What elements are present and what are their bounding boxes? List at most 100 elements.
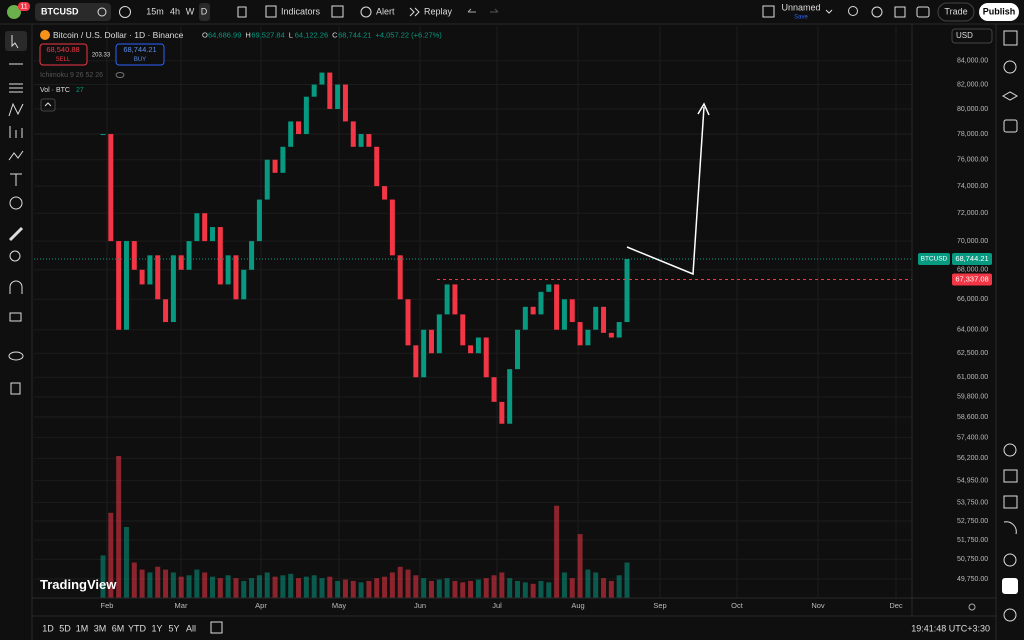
- layout-name[interactable]: Unnamed: [781, 2, 820, 12]
- cursor-tool[interactable]: [11, 35, 19, 49]
- delete-tool[interactable]: [10, 382, 21, 395]
- interval[interactable]: 4h: [170, 6, 180, 16]
- replay-icon[interactable]: [409, 7, 420, 17]
- layout-menu[interactable]: [825, 9, 833, 14]
- x-tick-label: Feb: [101, 601, 114, 610]
- brush-tool[interactable]: [8, 150, 24, 161]
- candle: [303, 96, 309, 135]
- volume-bar: [616, 575, 622, 598]
- compare-icon[interactable]: [97, 7, 107, 17]
- measure-tool[interactable]: [8, 226, 24, 242]
- trade[interactable]: Trade: [944, 6, 967, 16]
- range-button[interactable]: 1M: [76, 623, 89, 633]
- y-tick-label: 57,400.00: [957, 434, 988, 441]
- candle: [264, 159, 270, 200]
- range-button[interactable]: YTD: [128, 623, 147, 633]
- candle: [593, 306, 599, 330]
- publish-button[interactable]: [979, 3, 1019, 21]
- sell[interactable]: SELL: [56, 57, 71, 63]
- range-button[interactable]: 5Y: [168, 623, 179, 633]
- calendar-icon[interactable]: [1003, 495, 1018, 509]
- candle: [163, 299, 169, 323]
- alert[interactable]: Alert: [376, 6, 395, 16]
- trade-button[interactable]: [937, 2, 975, 22]
- volume-bar: [421, 578, 427, 598]
- help-icon[interactable]: [1003, 608, 1017, 622]
- volume-bar: [491, 575, 497, 598]
- candle: [499, 401, 505, 424]
- interval[interactable]: D: [201, 6, 208, 16]
- candle: [460, 314, 466, 346]
- avatar[interactable]: [7, 5, 21, 19]
- candle: [577, 322, 583, 346]
- search-icon[interactable]: [848, 6, 858, 16]
- y-tick-label: 74,000.00: [957, 183, 988, 190]
- watchlist-icon[interactable]: [1003, 30, 1018, 46]
- currency-box[interactable]: [951, 28, 993, 44]
- indicators-icon[interactable]: [265, 5, 277, 18]
- apps-icon[interactable]: [1002, 578, 1018, 594]
- replay[interactable]: Replay: [424, 6, 453, 16]
- alerts-icon[interactable]: [1003, 60, 1017, 74]
- settings-icon[interactable]: [871, 6, 883, 18]
- text-tool[interactable]: [10, 173, 22, 186]
- zoom-tool[interactable]: [9, 250, 21, 262]
- snapshot-icon[interactable]: [916, 6, 930, 18]
- candle: [327, 72, 333, 109]
- layout-icon[interactable]: [762, 5, 775, 18]
- volume-bar: [405, 569, 411, 598]
- interval[interactable]: W: [186, 6, 195, 16]
- sell-button[interactable]: [39, 43, 88, 66]
- sell-price[interactable]: 68,540.88: [46, 45, 79, 54]
- buy[interactable]: BUY: [134, 57, 146, 63]
- collapse-icon: [44, 102, 52, 107]
- news-icon[interactable]: [1003, 521, 1017, 535]
- x-tick-label: May: [332, 601, 346, 610]
- currency[interactable]: USD: [956, 31, 973, 40]
- fib-tool[interactable]: [9, 83, 23, 93]
- symbol[interactable]: BTCUSD: [41, 6, 79, 16]
- goto-date[interactable]: [210, 621, 223, 634]
- layers-icon[interactable]: [1001, 91, 1019, 101]
- chart-type-icon[interactable]: [237, 6, 247, 18]
- alert-icon[interactable]: [360, 6, 372, 18]
- publish[interactable]: Publish: [983, 6, 1016, 16]
- notifications-icon[interactable]: [1003, 553, 1017, 567]
- ideas-icon[interactable]: [1003, 443, 1017, 457]
- undo[interactable]: [467, 8, 476, 13]
- buy-button[interactable]: [115, 43, 165, 66]
- ohlc-key: O: [202, 30, 208, 39]
- magnet-tool[interactable]: [9, 280, 23, 294]
- candle: [202, 213, 208, 242]
- range-button[interactable]: 1D: [42, 623, 54, 633]
- visibility-tool[interactable]: [8, 351, 24, 361]
- range-button[interactable]: 5D: [59, 623, 71, 633]
- range-button[interactable]: 6M: [112, 623, 125, 633]
- hidden-icon[interactable]: [115, 72, 125, 78]
- buy-price[interactable]: 68,744.21: [123, 45, 156, 54]
- range-button[interactable]: All: [186, 623, 196, 633]
- forecast-tool[interactable]: [9, 126, 23, 138]
- axis-settings[interactable]: [968, 603, 976, 611]
- redo[interactable]: [490, 8, 499, 13]
- range-button[interactable]: 3M: [94, 623, 107, 633]
- lock-tool[interactable]: [9, 312, 22, 322]
- collapse-legend[interactable]: [40, 98, 56, 112]
- icon-tool[interactable]: [9, 196, 23, 210]
- indicators[interactable]: Indicators: [281, 6, 321, 16]
- candle: [554, 284, 560, 330]
- templates-icon[interactable]: [331, 5, 344, 18]
- y-tick-label: 53,750.00: [957, 499, 988, 506]
- volume-bar: [233, 578, 239, 598]
- range-button[interactable]: 1Y: [151, 623, 162, 633]
- interval[interactable]: 15m: [146, 6, 164, 16]
- candle: [405, 299, 411, 346]
- symbol-search[interactable]: [35, 3, 111, 21]
- fullscreen-icon[interactable]: [894, 6, 906, 18]
- drawn-arrow[interactable]: [626, 106, 705, 276]
- hotlist-icon[interactable]: [1003, 469, 1018, 483]
- chat-icon[interactable]: [1003, 119, 1018, 133]
- add-icon[interactable]: [119, 6, 131, 18]
- pattern-tool[interactable]: [8, 102, 24, 117]
- candle: [468, 345, 474, 354]
